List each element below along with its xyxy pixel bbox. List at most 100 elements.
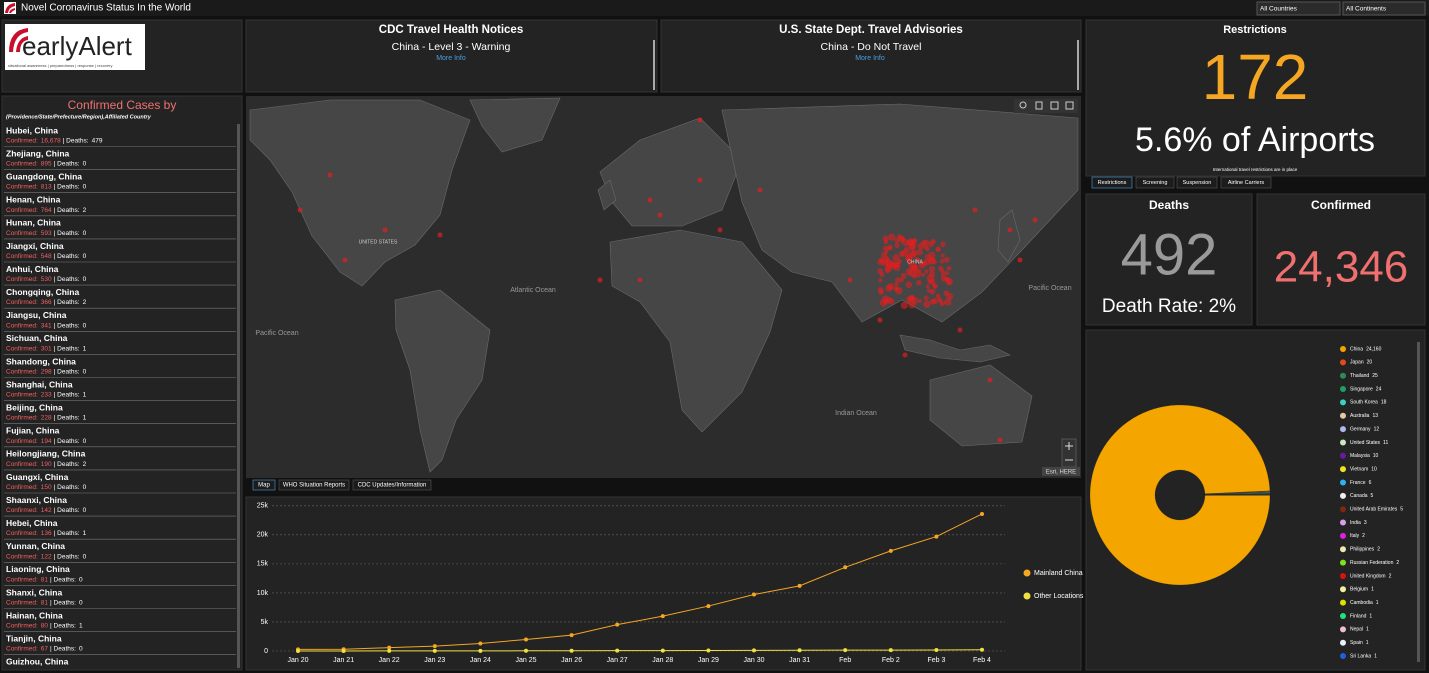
deaths-label: | Deaths: bbox=[50, 599, 76, 606]
confirmed-value: 530 bbox=[41, 276, 52, 283]
legend-swatch bbox=[1340, 346, 1346, 352]
cdc-link[interactable]: More Info bbox=[436, 55, 466, 62]
tab-label[interactable]: Suspension bbox=[1183, 180, 1212, 186]
deaths-label: | Deaths: bbox=[50, 576, 76, 583]
case-name: Tianjin, China bbox=[6, 633, 62, 643]
case-dot bbox=[894, 242, 900, 249]
case-dot bbox=[887, 298, 895, 305]
tab[interactable] bbox=[1220, 176, 1272, 189]
deaths-value: 0 bbox=[83, 322, 87, 329]
tab[interactable] bbox=[252, 479, 276, 491]
confirmed-value: 301 bbox=[41, 345, 52, 352]
case-dot bbox=[928, 270, 936, 277]
confirmed-label: Confirmed: bbox=[6, 276, 38, 283]
case-name: Beijing, China bbox=[6, 402, 63, 412]
confirmed-label: Confirmed: bbox=[6, 207, 38, 214]
map-label: CHINA bbox=[907, 259, 923, 265]
tab[interactable] bbox=[352, 479, 432, 491]
scrollbar[interactable] bbox=[1077, 40, 1079, 90]
legend-label: China bbox=[1350, 346, 1363, 352]
legend-label: Philippines bbox=[1350, 547, 1375, 553]
confirmed-value: 593 bbox=[41, 230, 52, 237]
search-button[interactable] bbox=[1019, 101, 1027, 109]
tab[interactable] bbox=[1091, 176, 1133, 189]
case-dot bbox=[902, 352, 908, 358]
confirmed-label: Confirmed: bbox=[6, 484, 38, 491]
layers-button[interactable] bbox=[1050, 101, 1059, 110]
y-tick-label: 20k bbox=[257, 532, 269, 539]
confirmed-title: Confirmed bbox=[1311, 198, 1371, 212]
case-name: Yunnan, China bbox=[6, 541, 65, 551]
legend-label: Thailand bbox=[1350, 373, 1369, 379]
line-chart: 0 5k 10k 15k 20k 25k Jan 20 Jan 21 Jan 22 Jan 23 J… bbox=[257, 503, 1084, 664]
map[interactable]: Atlantic Ocean Pacific Ocean Indian Ocea… bbox=[246, 96, 1081, 478]
legend-label: United Arab Emirates bbox=[1350, 507, 1398, 513]
scrollbar[interactable] bbox=[653, 40, 655, 90]
deaths-value: 0 bbox=[83, 160, 87, 167]
basemap-button[interactable] bbox=[1065, 101, 1074, 110]
map-label: Pacific Ocean bbox=[255, 330, 298, 337]
legend-swatch bbox=[1340, 452, 1346, 459]
data-point bbox=[980, 511, 984, 516]
tab-label[interactable]: Map bbox=[258, 483, 270, 489]
cases-list-title: Confirmed Cases by bbox=[68, 98, 177, 112]
deaths-value: 0 bbox=[83, 253, 87, 260]
case-dot bbox=[884, 267, 891, 274]
scrollbar[interactable] bbox=[237, 124, 240, 668]
app-icon-mark bbox=[5, 3, 15, 13]
confirmed-label: Confirmed: bbox=[6, 183, 38, 190]
case-dot bbox=[945, 270, 950, 276]
series-line bbox=[297, 513, 983, 650]
case-dot bbox=[657, 212, 663, 218]
continent-filter[interactable] bbox=[1342, 1, 1426, 16]
tab[interactable] bbox=[278, 479, 350, 491]
advisory-link[interactable]: More Info bbox=[855, 55, 885, 62]
scrollbar[interactable] bbox=[1417, 342, 1420, 662]
map-attribution: Esri, HERE bbox=[1046, 470, 1076, 476]
confirmed-label: Confirmed: bbox=[6, 137, 38, 144]
case-dot bbox=[327, 172, 333, 178]
legend-swatch bbox=[1340, 572, 1346, 579]
tab-label[interactable]: CDC Updates/Information bbox=[358, 483, 427, 489]
tab-label[interactable]: Restrictions bbox=[1098, 180, 1127, 186]
data-point bbox=[797, 648, 802, 653]
legend-value: 2 bbox=[1377, 547, 1380, 553]
case-dot bbox=[909, 244, 916, 251]
case-dot bbox=[847, 277, 853, 283]
legend-swatch bbox=[1340, 439, 1346, 446]
country-filter-label[interactable]: All Countries bbox=[1260, 6, 1298, 13]
case-stats: Confirmed: 194 | Deaths: 0 bbox=[6, 438, 87, 445]
list-button[interactable] bbox=[1035, 101, 1043, 110]
tab-label[interactable]: Airline Carriers bbox=[1228, 180, 1265, 186]
case-stats: Confirmed: 301 | Deaths: 1 bbox=[6, 345, 87, 352]
confirmed-value: 228 bbox=[41, 414, 52, 421]
legend-label: Finland bbox=[1350, 613, 1367, 619]
confirmed-label: Confirmed: bbox=[6, 299, 38, 306]
map-land bbox=[249, 97, 1079, 473]
zoom-in[interactable] bbox=[1065, 442, 1073, 450]
continent-filter-label[interactable]: All Continents bbox=[1346, 6, 1387, 13]
deaths-label: | Deaths: bbox=[50, 645, 76, 652]
legend-swatch bbox=[1340, 479, 1346, 486]
legend-value: 1 bbox=[1366, 640, 1369, 646]
case-dot bbox=[893, 262, 898, 267]
legend-swatch bbox=[1340, 599, 1346, 606]
deaths-label: | Deaths: bbox=[54, 207, 80, 214]
country-filter[interactable] bbox=[1256, 1, 1341, 16]
tab-label[interactable]: Screening bbox=[1143, 180, 1168, 186]
legend-value: 12 bbox=[1374, 426, 1380, 432]
legend-label: Singapore bbox=[1350, 386, 1373, 392]
legend-swatch bbox=[1023, 569, 1031, 577]
cases-list-panel bbox=[1, 95, 243, 671]
deaths-value: 0 bbox=[79, 599, 83, 606]
tab-label[interactable]: WHO Situation Reports bbox=[283, 483, 345, 489]
case-dot bbox=[905, 281, 913, 288]
case-dots bbox=[297, 117, 1038, 443]
tab[interactable] bbox=[1135, 176, 1175, 189]
case-dot bbox=[929, 298, 936, 305]
tab[interactable] bbox=[1176, 176, 1218, 189]
legend-value: 13 bbox=[1372, 413, 1378, 419]
legend-value: 2 bbox=[1362, 533, 1365, 539]
cdc-text: China - Level 3 - Warning bbox=[392, 41, 511, 53]
case-dot bbox=[943, 256, 950, 263]
